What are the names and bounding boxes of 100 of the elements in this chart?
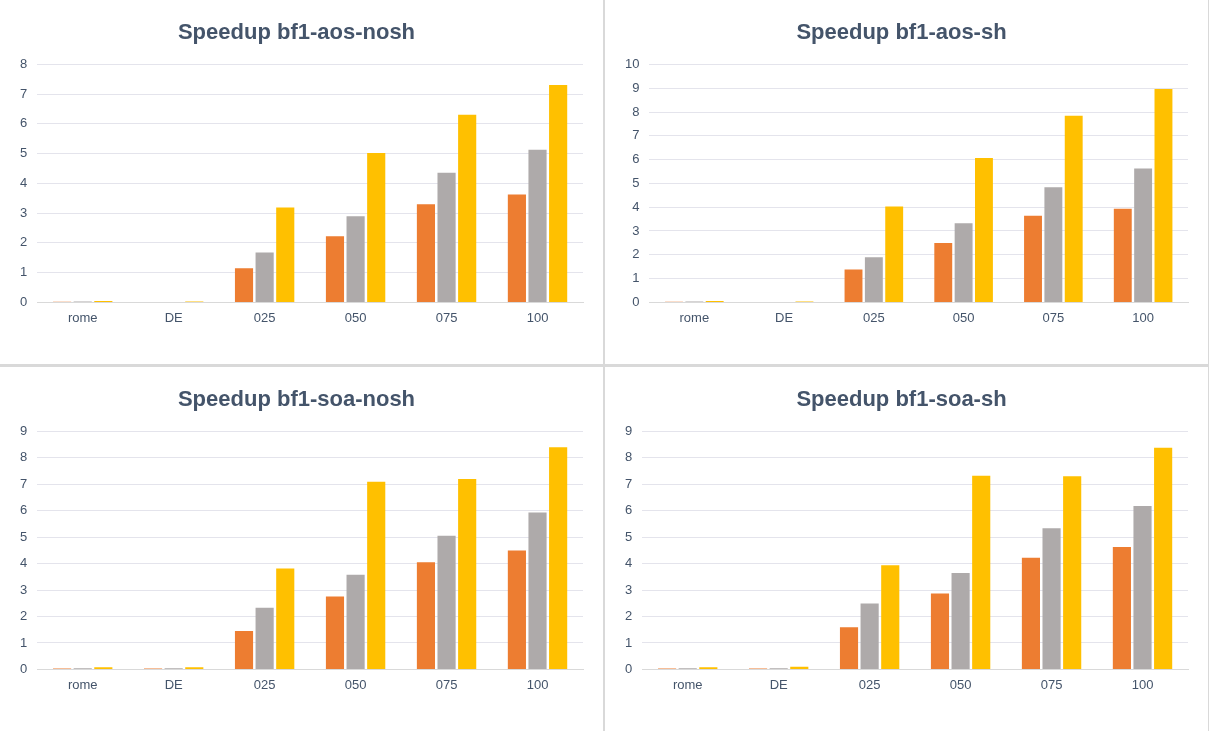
- y-tick-label: 8: [20, 448, 28, 464]
- y-tick-label: 5: [20, 145, 28, 161]
- bar: [276, 567, 295, 669]
- y-tick-label: 6: [20, 501, 28, 517]
- y-tick-label: 5: [632, 174, 640, 190]
- bar: [255, 607, 274, 669]
- x-tick-label: 050: [949, 676, 972, 692]
- bar: [367, 153, 386, 302]
- x-tick-label: 050: [952, 309, 975, 325]
- bar: [975, 157, 993, 302]
- bar: [346, 574, 365, 669]
- y-tick-label: 2: [632, 246, 640, 262]
- bar: [276, 207, 295, 302]
- x-tick-label: 100: [1131, 676, 1154, 692]
- bar: [325, 595, 345, 669]
- chart-title: Speedup bf1-soa-nosh: [177, 385, 416, 411]
- bar: [972, 475, 991, 669]
- bar: [839, 626, 859, 669]
- x-tick-label: 075: [1040, 676, 1063, 692]
- y-tick-label: 1: [20, 264, 28, 280]
- x-tick-label: 025: [253, 676, 276, 692]
- bar: [1112, 546, 1131, 669]
- x-tick-label: 025: [863, 309, 885, 325]
- bar: [437, 172, 456, 302]
- x-tick-label: 025: [253, 309, 276, 325]
- bar: [528, 512, 547, 669]
- bar: [1042, 527, 1061, 669]
- x-tick-label: DE: [775, 309, 794, 325]
- bar: [416, 204, 436, 302]
- x-tick-label: 025: [858, 676, 881, 692]
- y-tick-label: 1: [625, 634, 633, 650]
- y-tick-label: 6: [625, 501, 633, 517]
- x-tick-label: rome: [67, 676, 98, 692]
- bar: [1064, 115, 1083, 302]
- x-tick-label: rome: [672, 676, 703, 692]
- y-tick-label: 3: [625, 581, 633, 597]
- bar: [844, 269, 863, 302]
- bar: [549, 84, 568, 302]
- x-tick-label: 050: [344, 676, 367, 692]
- bar: [458, 478, 477, 669]
- chart-title: Speedup bf1-soa-sh: [796, 385, 1007, 411]
- bar: [507, 194, 526, 302]
- x-tick-label: rome: [67, 309, 98, 325]
- bar: [1134, 168, 1153, 302]
- bar: [1063, 475, 1082, 669]
- y-tick-label: 9: [20, 422, 28, 438]
- y-tick-label: 3: [632, 222, 640, 238]
- x-tick-label: 075: [435, 676, 458, 692]
- bar: [1154, 447, 1173, 669]
- bar: [1024, 215, 1042, 302]
- bar: [934, 242, 953, 302]
- y-tick-label: 4: [20, 554, 28, 570]
- y-tick-label: 4: [20, 174, 28, 190]
- y-tick-label: 6: [632, 151, 640, 167]
- bar: [860, 603, 879, 669]
- bar: [325, 236, 345, 302]
- y-tick-label: 7: [625, 475, 633, 491]
- x-tick-label: rome: [679, 309, 710, 325]
- bar: [234, 630, 254, 669]
- y-tick-label: 9: [625, 422, 633, 438]
- y-tick-label: 2: [20, 234, 28, 250]
- bar: [1044, 187, 1063, 302]
- chart-title: Speedup bf1-aos-nosh: [177, 19, 416, 45]
- y-tick-label: 9: [632, 79, 640, 95]
- bar: [437, 535, 456, 669]
- bar: [864, 257, 883, 302]
- x-tick-label: DE: [164, 676, 184, 692]
- y-tick-label: 7: [20, 85, 28, 101]
- y-tick-label: 0: [632, 293, 640, 309]
- x-tick-label: 075: [1042, 309, 1065, 325]
- bar: [790, 666, 809, 669]
- y-tick-label: 7: [20, 475, 28, 491]
- bar: [458, 114, 477, 302]
- y-tick-label: 5: [20, 528, 28, 544]
- bar: [954, 223, 973, 302]
- bar: [528, 149, 547, 302]
- bar: [930, 593, 950, 669]
- bar: [1113, 208, 1132, 302]
- x-tick-label: DE: [164, 309, 184, 325]
- x-tick-label: 050: [344, 309, 367, 325]
- bar: [951, 572, 970, 669]
- bar: [881, 564, 900, 669]
- x-tick-label: 100: [526, 676, 549, 692]
- chart-title: Speedup bf1-aos-sh: [796, 19, 1007, 45]
- bar: [1154, 88, 1173, 302]
- bar: [549, 446, 568, 669]
- bar: [507, 549, 526, 669]
- y-tick-label: 8: [632, 103, 640, 119]
- y-tick-label: 10: [624, 55, 640, 71]
- bar: [234, 268, 254, 302]
- bar: [367, 481, 386, 669]
- y-tick-label: 0: [20, 293, 28, 309]
- x-tick-label: 100: [526, 309, 549, 325]
- y-tick-label: 7: [632, 127, 640, 143]
- bar: [1021, 557, 1041, 669]
- y-tick-label: 0: [20, 660, 28, 676]
- x-tick-label: DE: [769, 676, 789, 692]
- y-tick-label: 1: [20, 634, 28, 650]
- y-tick-label: 2: [625, 607, 633, 623]
- y-tick-label: 6: [20, 115, 28, 131]
